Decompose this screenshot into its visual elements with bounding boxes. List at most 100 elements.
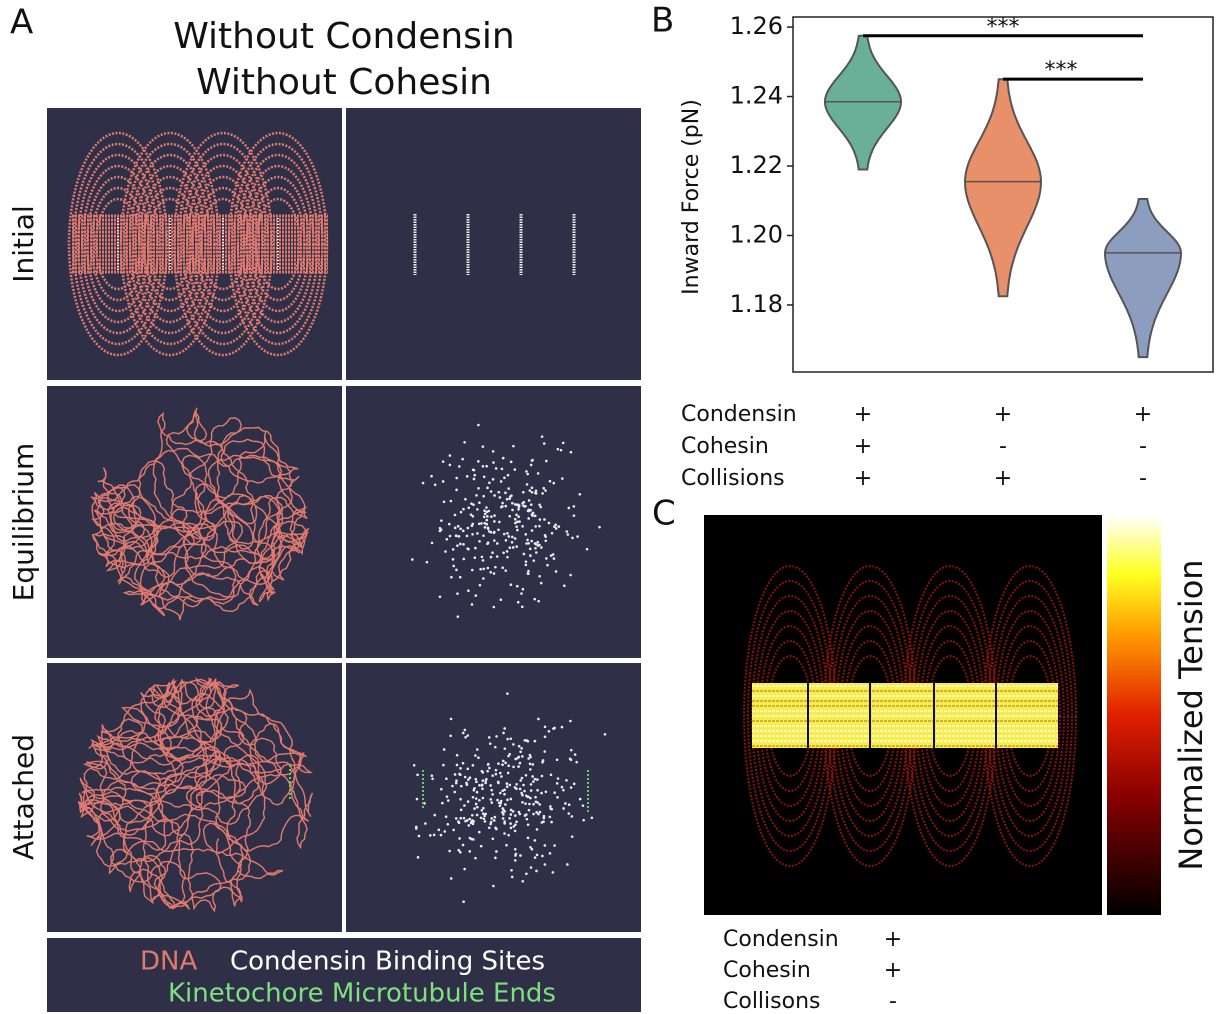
binding-site: [531, 848, 534, 851]
binding-site: [544, 844, 547, 847]
binding-site: [458, 837, 461, 840]
binding-site: [529, 489, 532, 492]
binding-site: [516, 585, 519, 588]
binding-site: [534, 839, 537, 842]
binding-site: [462, 543, 465, 546]
binding-site: [534, 542, 537, 545]
binding-site: [512, 810, 515, 813]
binding-site: [537, 813, 540, 816]
binding-site: [562, 442, 565, 445]
binding-site: [469, 837, 472, 840]
binding-site: [478, 522, 481, 525]
table-sign: +: [854, 434, 872, 459]
binding-site: [459, 773, 462, 776]
binding-site: [527, 837, 530, 840]
binding-site: [514, 859, 517, 862]
binding-site: [553, 557, 556, 560]
binding-site: [525, 564, 528, 567]
binding-site: [543, 518, 546, 521]
binding-site: [502, 457, 505, 460]
table-sign: -: [999, 434, 1007, 459]
table-row-label: Collisions: [681, 466, 785, 491]
binding-site: [472, 796, 475, 799]
binding-site: [482, 807, 485, 810]
binding-site: [473, 807, 476, 810]
binding-site: [527, 823, 530, 826]
binding-site: [463, 441, 466, 444]
binding-site: [481, 787, 484, 790]
table-sign: +: [854, 466, 872, 491]
binding-site: [537, 718, 540, 721]
binding-site: [489, 742, 492, 745]
binding-site: [523, 790, 526, 793]
binding-site: [534, 778, 537, 781]
binding-site: [475, 797, 478, 800]
binding-site: [565, 779, 568, 782]
binding-site: [561, 477, 564, 480]
binding-site: [433, 814, 436, 817]
binding-site: [474, 857, 477, 860]
binding-site: [538, 575, 541, 578]
binding-site: [476, 748, 479, 751]
binding-site: [566, 863, 569, 866]
binding-site: [545, 557, 548, 560]
binding-site: [536, 541, 539, 544]
table-sign: +: [994, 466, 1012, 491]
binding-site: [509, 822, 512, 825]
binding-site: [502, 552, 505, 555]
binding-site: [483, 815, 486, 818]
binding-site: [456, 592, 459, 595]
binding-site: [561, 786, 564, 789]
binding-site: [455, 779, 458, 782]
binding-site: [493, 606, 496, 609]
binding-site: [540, 582, 543, 585]
sim-panel: [47, 663, 342, 932]
binding-site: [534, 525, 537, 528]
binding-site: [539, 506, 542, 509]
binding-site: [450, 576, 453, 579]
binding-site: [482, 445, 485, 448]
binding-site: [454, 527, 457, 530]
binding-site: [445, 815, 448, 818]
binding-site: [484, 820, 487, 823]
binding-site: [545, 460, 548, 463]
binding-site: [529, 768, 532, 771]
binding-site: [482, 577, 485, 580]
binding-site: [573, 505, 576, 508]
binding-site: [514, 848, 517, 851]
binding-site: [518, 520, 521, 523]
binding-site: [507, 487, 510, 490]
binding-site: [482, 495, 485, 498]
binding-site: [511, 502, 514, 505]
binding-site: [460, 809, 463, 812]
binding-site: [567, 533, 570, 536]
binding-site: [532, 559, 535, 562]
binding-site: [532, 780, 535, 783]
binding-site: [512, 546, 515, 549]
binding-site: [411, 558, 414, 561]
binding-site: [440, 834, 443, 837]
binding-site: [504, 505, 507, 508]
binding-site: [544, 726, 547, 729]
binding-site: [497, 762, 500, 765]
binding-site: [473, 474, 476, 477]
binding-site: [544, 539, 547, 542]
binding-site: [474, 778, 477, 781]
binding-site: [446, 538, 449, 541]
binding-site: [517, 508, 520, 511]
binding-site: [529, 554, 532, 557]
binding-site: [501, 811, 504, 814]
binding-site: [525, 542, 528, 545]
table-sign: +: [884, 927, 902, 952]
binding-site: [473, 469, 476, 472]
binding-site: [449, 535, 452, 538]
binding-site: [466, 547, 469, 550]
binding-site: [443, 830, 446, 833]
binding-site: [459, 527, 462, 530]
binding-site: [569, 574, 572, 577]
binding-site: [528, 809, 531, 812]
binding-site: [478, 831, 481, 834]
binding-site: [518, 745, 521, 748]
binding-site: [455, 569, 458, 572]
binding-site: [467, 507, 470, 510]
